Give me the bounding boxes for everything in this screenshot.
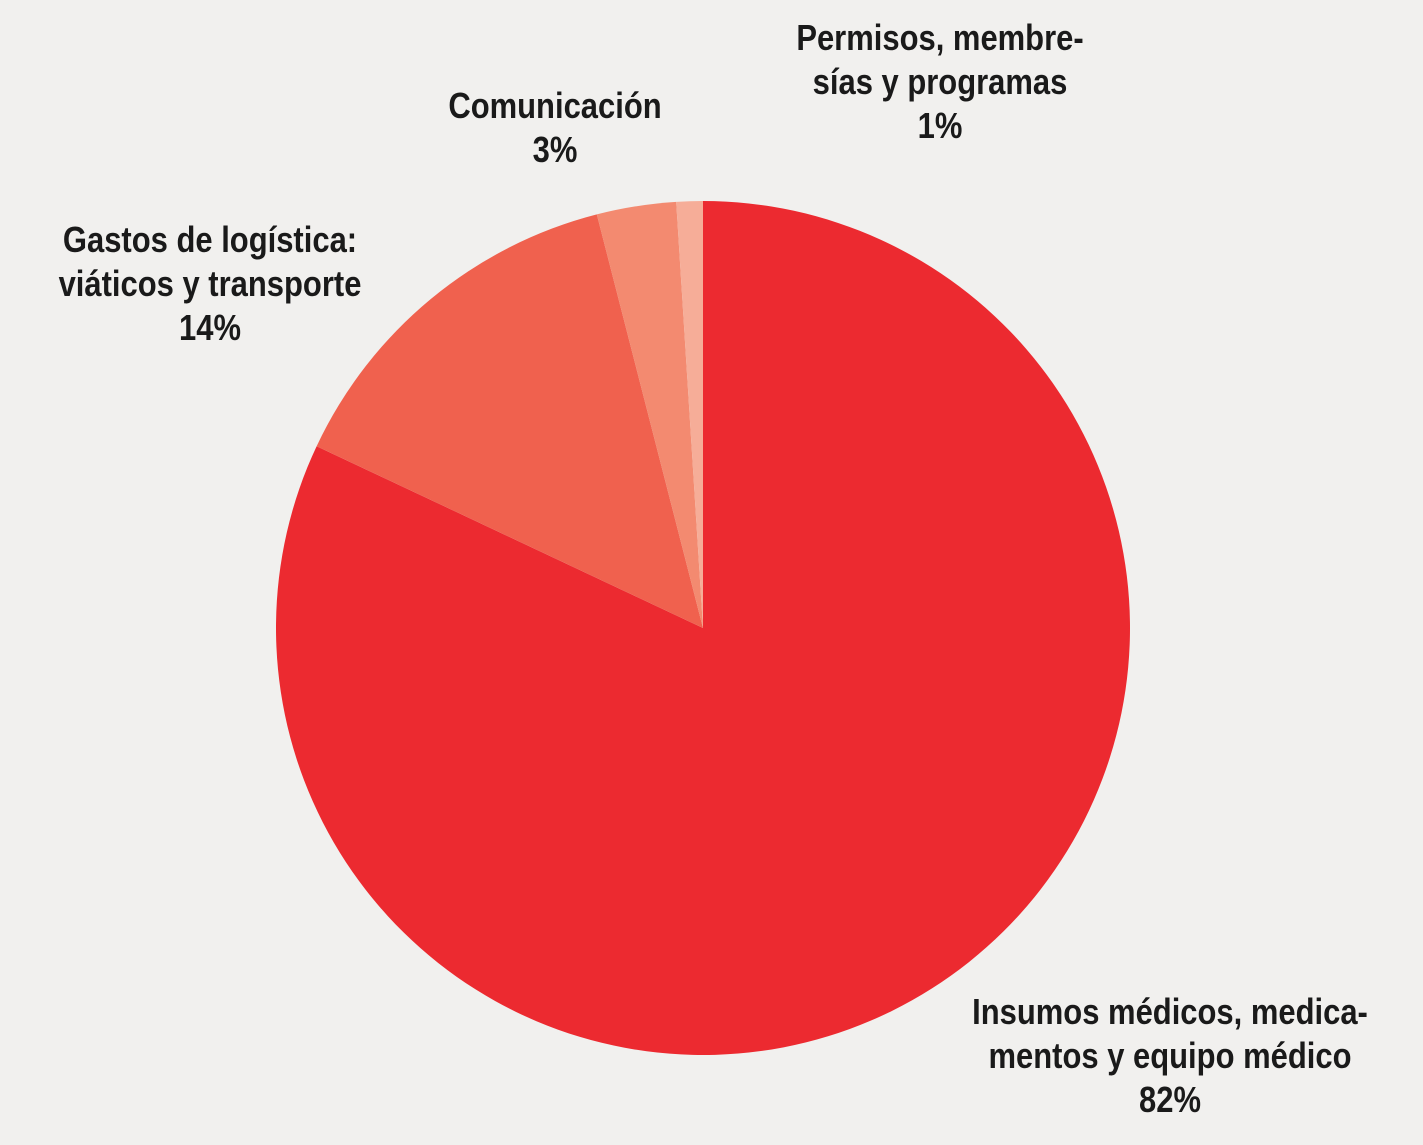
- pie-slice-1: [316, 214, 703, 628]
- label-gastos-line-2: viáticos y transporte: [58, 263, 362, 304]
- label-gastos-line-1: Gastos de logística:: [62, 219, 358, 260]
- label-insumos-percent: 82%: [1139, 1079, 1201, 1120]
- label-insumos-line-2: mentos y equipo médico: [988, 1035, 1352, 1076]
- label-permisos-line-1: Permisos, membre-: [796, 17, 1084, 58]
- label-comunicacion: Comunicación 3%: [430, 84, 679, 172]
- label-insumos-line-1: Insumos médicos, medica-: [972, 991, 1368, 1032]
- pie-slice-0: [276, 201, 1131, 1055]
- label-permisos-percent: 1%: [917, 105, 963, 146]
- label-gastos-percent: 14%: [179, 307, 241, 348]
- label-permisos-line-2: sías y programas: [812, 61, 1068, 102]
- pie-slice-2: [596, 201, 703, 628]
- pie-slice-3: [676, 201, 703, 628]
- label-gastos-logistica: Gastos de logística: viáticos y transpor…: [42, 218, 377, 350]
- label-insumos-medicos: Insumos médicos, medica- mentos y equipo…: [964, 990, 1377, 1122]
- label-comunicacion-percent: 3%: [532, 129, 578, 170]
- label-permisos: Permisos, membre- sías y programas 1%: [785, 16, 1095, 148]
- label-comunicacion-line-1: Comunicación: [448, 85, 662, 126]
